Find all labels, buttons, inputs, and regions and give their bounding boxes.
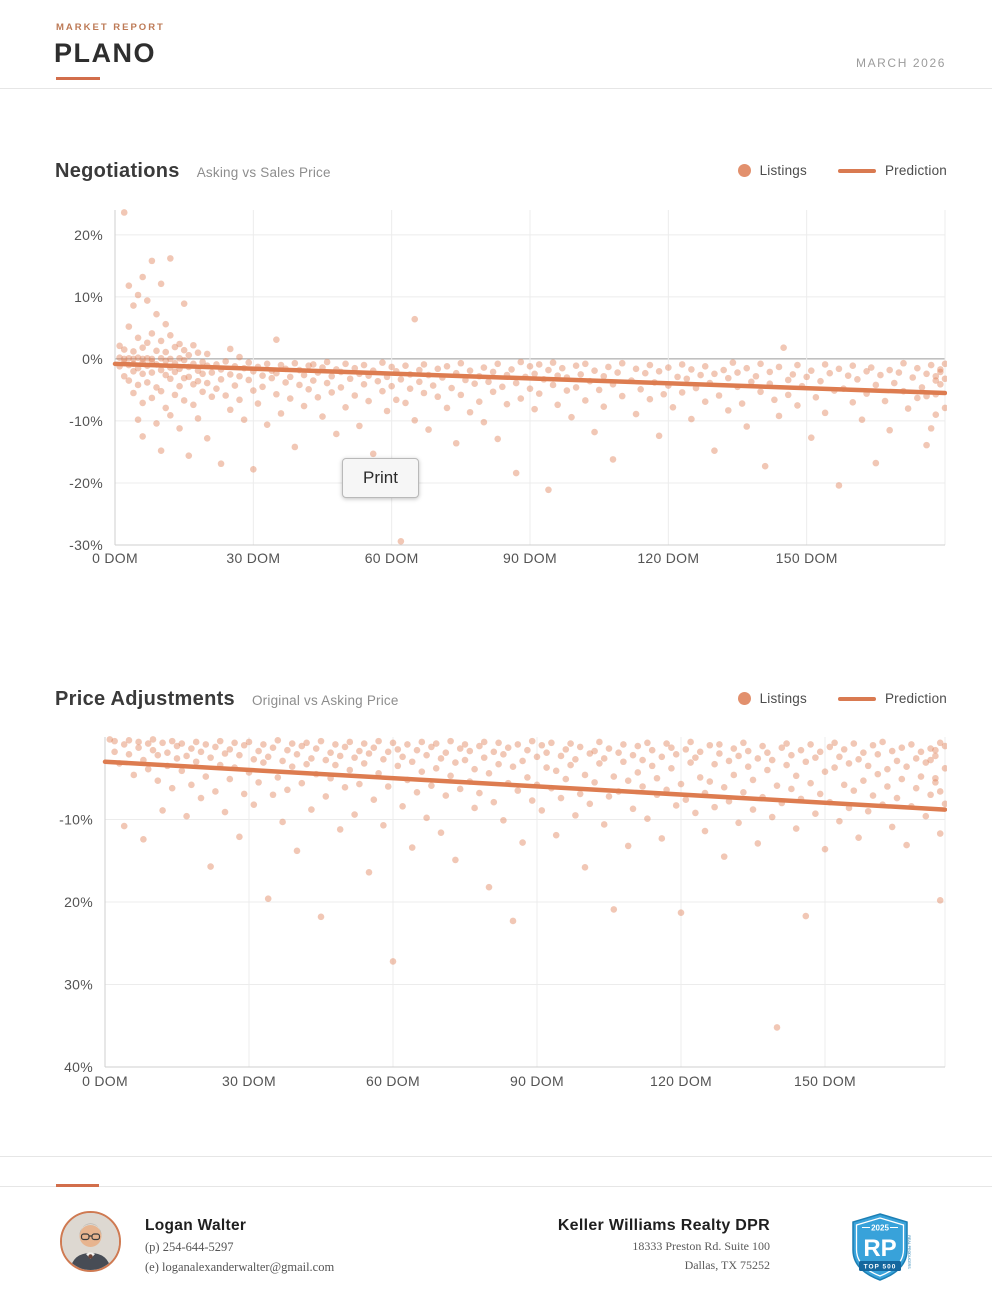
svg-text:40%: 40% [64,1059,93,1075]
negotiations-legend: Listings Prediction [737,163,947,178]
svg-text:REAL PRODUCERS: REAL PRODUCERS [907,1235,911,1269]
svg-text:150 DOM: 150 DOM [776,550,838,566]
header-divider [0,88,992,89]
svg-text:-10%: -10% [69,413,103,429]
price-adjustments-scatter-chart: -10% 20% 30% 40%0 DOM 30 DOM 60 DOM 90 DOM 120 … [59,736,947,1089]
footer-divider-top [0,1156,992,1157]
svg-text:-10%: -10% [59,812,93,828]
price-adjustments-legend: Listings Prediction [737,691,947,706]
svg-text:20%: 20% [64,894,93,910]
svg-text:90 DOM: 90 DOM [503,550,557,566]
listings-legend-dot-icon [737,164,751,177]
svg-text:TOP 500: TOP 500 [864,1264,897,1271]
svg-text:60 DOM: 60 DOM [365,550,419,566]
svg-text:120 DOM: 120 DOM [637,550,699,566]
svg-text:120 DOM: 120 DOM [650,1073,712,1089]
price-adjustments-subtitle: Original vs Asking Price [251,693,399,708]
svg-text:0%: 0% [82,351,103,367]
office-address-line1: 18333 Preston Rd. Suite 100 [632,1239,770,1253]
svg-text:10%: 10% [74,289,103,305]
svg-text:RP: RP [863,1235,896,1262]
prediction-legend-label: Prediction [884,163,947,178]
footer-divider-bottom [0,1186,992,1187]
svg-text:60 DOM: 60 DOM [366,1073,420,1089]
svg-text:30%: 30% [64,977,93,993]
svg-text:-20%: -20% [69,475,103,491]
office-address-line2: Dallas, TX 75252 [684,1258,770,1272]
listings-legend-dot-icon [737,692,751,705]
svg-text:30 DOM: 30 DOM [226,550,280,566]
svg-text:-30%: -30% [69,537,103,553]
agent-photo [60,1211,121,1272]
negotiations-scatter-chart: 20% 10% 0% -10% -20% -30%0 DOM 30 DOM 60 DOM 90 … [69,209,947,566]
price-adjustments-title: Price Adjustments [55,688,235,710]
real-producers-badge: 2025 RP TOP 500 REAL PRODUCERS [848,1212,912,1282]
page-title: PLANO [54,38,156,68]
print-button[interactable]: Print [342,458,419,498]
report-eyebrow: MARKET REPORT [56,22,165,33]
svg-text:0 DOM: 0 DOM [92,550,138,566]
agent-photo-graphic [62,1213,119,1270]
svg-text:2025: 2025 [871,1224,889,1233]
listings-legend-label: Listings [759,163,807,178]
svg-text:30 DOM: 30 DOM [222,1073,276,1089]
title-underline [56,77,100,80]
svg-text:90 DOM: 90 DOM [510,1073,564,1089]
agent-name: Logan Walter [145,1217,247,1234]
agent-phone: (p) 254-644-5297 [145,1240,234,1254]
agent-email: (e) loganalexanderwalter@gmail.com [145,1260,335,1274]
svg-text:20%: 20% [74,227,103,243]
prediction-legend-line-icon [837,696,876,701]
office-block: Keller Williams Realty DPR 18333 Preston… [558,1217,770,1273]
agent-contact-block: Logan Walter (p) 254-644-5297 (e) logana… [145,1217,334,1275]
prediction-legend-label: Prediction [884,691,947,706]
prediction-legend-line-icon [837,168,876,173]
svg-text:150 DOM: 150 DOM [794,1073,856,1089]
footer-accent-bar [56,1184,99,1187]
office-name: Keller Williams Realty DPR [557,1217,770,1234]
negotiations-header: Negotiations Asking vs Sales Price Listi… [55,160,947,183]
listings-legend-label: Listings [759,691,807,706]
negotiations-subtitle: Asking vs Sales Price [196,165,331,180]
negotiations-title: Negotiations [55,160,180,182]
report-date: MARCH 2026 [855,56,946,70]
real-producers-badge-graphic: 2025 RP TOP 500 REAL PRODUCERS [852,1213,911,1281]
svg-text:0 DOM: 0 DOM [82,1073,128,1089]
price-adjustments-header: Price Adjustments Original vs Asking Pri… [55,688,947,711]
